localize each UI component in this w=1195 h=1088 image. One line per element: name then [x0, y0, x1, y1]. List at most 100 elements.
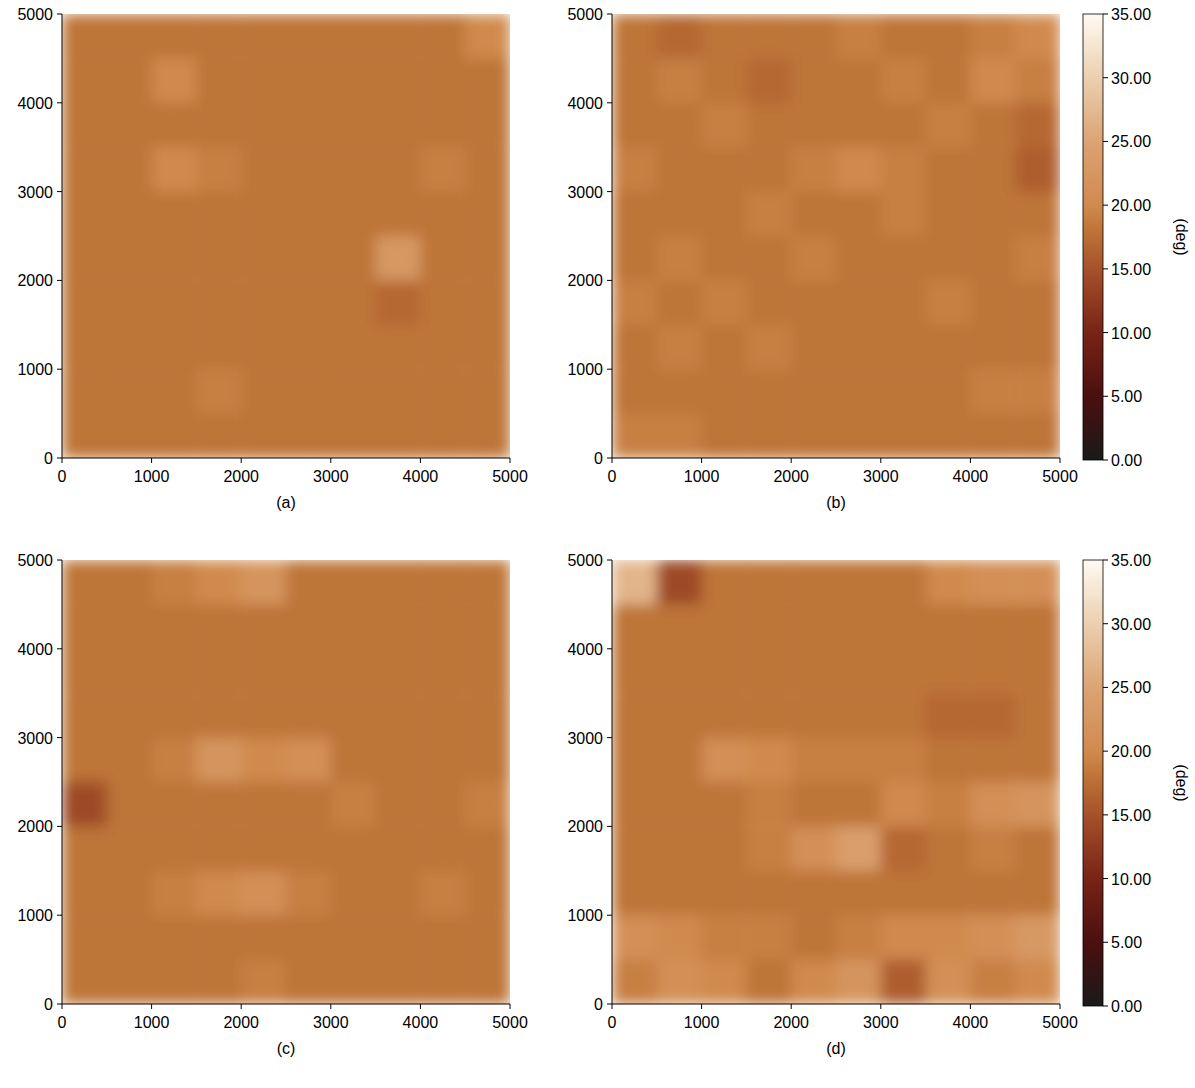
cell — [836, 782, 881, 827]
cell — [881, 369, 926, 414]
colorbar — [1083, 560, 1103, 1006]
x-tick-label: 3000 — [313, 468, 349, 485]
cell — [107, 236, 152, 281]
colorbar-label: (deg) — [1173, 218, 1190, 255]
cell — [107, 738, 152, 783]
cell — [791, 871, 836, 916]
cell — [107, 649, 152, 694]
cell — [107, 826, 152, 871]
cell — [241, 280, 286, 325]
cell — [196, 192, 241, 237]
cell — [465, 325, 510, 370]
x-tick-label: 5000 — [492, 468, 528, 485]
cell — [836, 236, 881, 281]
x-tick-label: 0 — [608, 468, 617, 485]
cell — [465, 14, 510, 59]
cell — [376, 649, 421, 694]
cell — [612, 826, 657, 871]
cell — [746, 236, 791, 281]
cell — [331, 414, 376, 458]
cell — [970, 280, 1015, 325]
plot-area — [62, 560, 510, 1004]
cell — [376, 738, 421, 783]
cell — [881, 236, 926, 281]
cell — [286, 649, 331, 694]
cell — [791, 280, 836, 325]
colorbar-tick-label: 30.00 — [1111, 70, 1151, 87]
cell — [836, 826, 881, 871]
y-tick-label: 4000 — [567, 641, 603, 658]
cell — [152, 960, 197, 1004]
figure: 0100020003000400050000100020003000400050… — [0, 0, 1195, 1088]
cell — [152, 103, 197, 148]
cell — [881, 103, 926, 148]
cell — [970, 325, 1015, 370]
y-tick — [57, 14, 62, 15]
x-tick-label: 5000 — [1042, 468, 1078, 485]
cell — [286, 782, 331, 827]
cell — [926, 369, 971, 414]
cell — [746, 147, 791, 192]
cells — [62, 560, 510, 1004]
cell — [331, 782, 376, 827]
cell — [420, 236, 465, 281]
y-tick — [607, 102, 612, 103]
cell — [926, 960, 971, 1004]
cell — [376, 192, 421, 237]
cell — [612, 147, 657, 192]
cell — [376, 147, 421, 192]
x-tick — [330, 1004, 331, 1009]
cell — [465, 236, 510, 281]
cell — [465, 604, 510, 649]
colorbar-tick — [1103, 878, 1108, 879]
colorbar-tick-label: 15.00 — [1111, 807, 1151, 824]
cell — [702, 915, 747, 960]
colorbar-tick — [1103, 396, 1108, 397]
x-tick-label: 5000 — [1042, 1014, 1078, 1031]
cell — [107, 58, 152, 103]
cell — [836, 147, 881, 192]
cell — [152, 915, 197, 960]
cell — [791, 414, 836, 458]
cell — [62, 369, 107, 414]
cell — [702, 826, 747, 871]
cell — [926, 414, 971, 458]
cell — [836, 738, 881, 783]
cell — [612, 738, 657, 783]
cell — [465, 738, 510, 783]
cell — [1015, 236, 1060, 281]
y-tick-label: 3000 — [567, 184, 603, 201]
cell — [612, 604, 657, 649]
cell — [657, 560, 702, 605]
cell — [107, 14, 152, 59]
cell — [612, 369, 657, 414]
cell — [196, 649, 241, 694]
cell — [1015, 369, 1060, 414]
cell — [657, 826, 702, 871]
cell — [152, 147, 197, 192]
cell — [331, 960, 376, 1004]
y-tick-label: 2000 — [17, 818, 53, 835]
y-axis — [62, 560, 63, 1004]
x-axis — [612, 458, 1060, 459]
cell — [926, 649, 971, 694]
colorbar-tick-label: 0.00 — [1111, 452, 1142, 469]
cell — [420, 560, 465, 605]
cell — [881, 147, 926, 192]
cell — [331, 147, 376, 192]
y-tick-label: 2000 — [567, 818, 603, 835]
cell — [657, 58, 702, 103]
cell — [376, 782, 421, 827]
cell — [836, 560, 881, 605]
cell — [791, 192, 836, 237]
y-tick — [607, 648, 612, 649]
cell — [1015, 280, 1060, 325]
cell — [926, 103, 971, 148]
cell — [836, 871, 881, 916]
cell — [836, 192, 881, 237]
cell — [657, 103, 702, 148]
cell — [1015, 103, 1060, 148]
cell — [836, 414, 881, 458]
cell — [702, 738, 747, 783]
cell — [107, 871, 152, 916]
